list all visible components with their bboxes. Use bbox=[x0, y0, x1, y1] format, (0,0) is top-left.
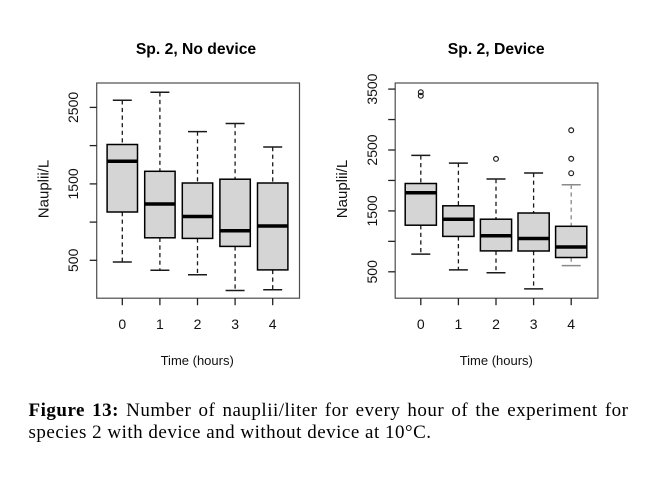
svg-text:2: 2 bbox=[492, 316, 500, 332]
svg-text:Time (hours): Time (hours) bbox=[460, 353, 533, 368]
svg-text:1: 1 bbox=[455, 316, 463, 332]
svg-text:4: 4 bbox=[269, 316, 277, 332]
svg-text:4: 4 bbox=[567, 316, 575, 332]
svg-text:3: 3 bbox=[530, 316, 538, 332]
svg-text:2: 2 bbox=[194, 316, 202, 332]
svg-text:Sp. 2, Device: Sp. 2, Device bbox=[448, 41, 545, 58]
svg-text:1500: 1500 bbox=[364, 195, 380, 226]
svg-text:Time (hours): Time (hours) bbox=[161, 353, 234, 368]
svg-text:500: 500 bbox=[65, 248, 81, 272]
svg-text:1: 1 bbox=[156, 316, 164, 332]
svg-text:Sp. 2, No device: Sp. 2, No device bbox=[136, 41, 257, 58]
svg-text:3500: 3500 bbox=[364, 73, 380, 104]
svg-text:1500: 1500 bbox=[65, 168, 81, 199]
svg-text:500: 500 bbox=[364, 260, 380, 284]
svg-text:2500: 2500 bbox=[364, 134, 380, 165]
svg-text:2500: 2500 bbox=[65, 92, 81, 123]
svg-text:Nauplii/L: Nauplii/L bbox=[36, 160, 53, 218]
svg-text:0: 0 bbox=[118, 316, 126, 332]
svg-text:Nauplii/L: Nauplii/L bbox=[334, 160, 351, 218]
svg-text:3: 3 bbox=[231, 316, 239, 332]
svg-text:0: 0 bbox=[417, 316, 425, 332]
